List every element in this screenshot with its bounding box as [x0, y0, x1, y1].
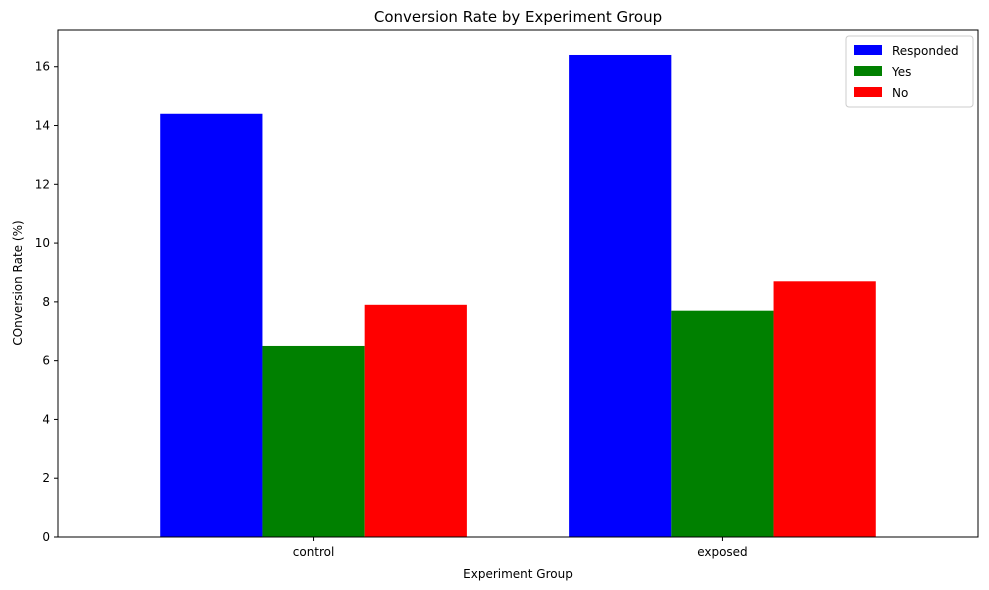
y-axis-label: COnversion Rate (%)	[11, 220, 25, 345]
bar-yes-control	[262, 345, 365, 537]
bars-group	[160, 54, 876, 538]
bar-no-exposed	[773, 281, 876, 537]
y-tick-label: 12	[35, 177, 50, 191]
y-tick-label: 2	[42, 471, 50, 485]
bar-yes-exposed	[671, 310, 774, 537]
x-tick-label-exposed: exposed	[697, 545, 747, 559]
legend-label-yes: Yes	[891, 65, 911, 79]
legend-swatch-responded	[854, 45, 882, 55]
plot-frame	[57, 29, 979, 538]
x-axis-label: Experiment Group	[463, 567, 573, 581]
legend-swatch-yes	[854, 66, 882, 76]
legend-swatch-no	[854, 87, 882, 97]
y-tick-label: 0	[42, 530, 50, 544]
y-tick-label: 10	[35, 236, 50, 250]
y-tick-label: 14	[35, 119, 50, 133]
chart-title: Conversion Rate by Experiment Group	[374, 8, 662, 26]
bar-no-control	[364, 304, 467, 537]
legend-label-responded: Responded	[892, 44, 959, 58]
y-tick-label: 16	[35, 60, 50, 74]
x-axis: control exposed	[293, 537, 748, 559]
y-tick-label: 8	[42, 295, 50, 309]
legend-label-no: No	[892, 86, 908, 100]
bar-responded-exposed	[569, 54, 672, 538]
y-tick-label: 6	[42, 354, 50, 368]
y-tick-label: 4	[42, 412, 50, 426]
bar-responded-control	[160, 113, 263, 537]
y-axis: 0 2 4 6 8 10 12 14 16	[35, 60, 58, 544]
legend: Responded Yes No	[845, 35, 974, 108]
x-tick-label-control: control	[293, 545, 335, 559]
